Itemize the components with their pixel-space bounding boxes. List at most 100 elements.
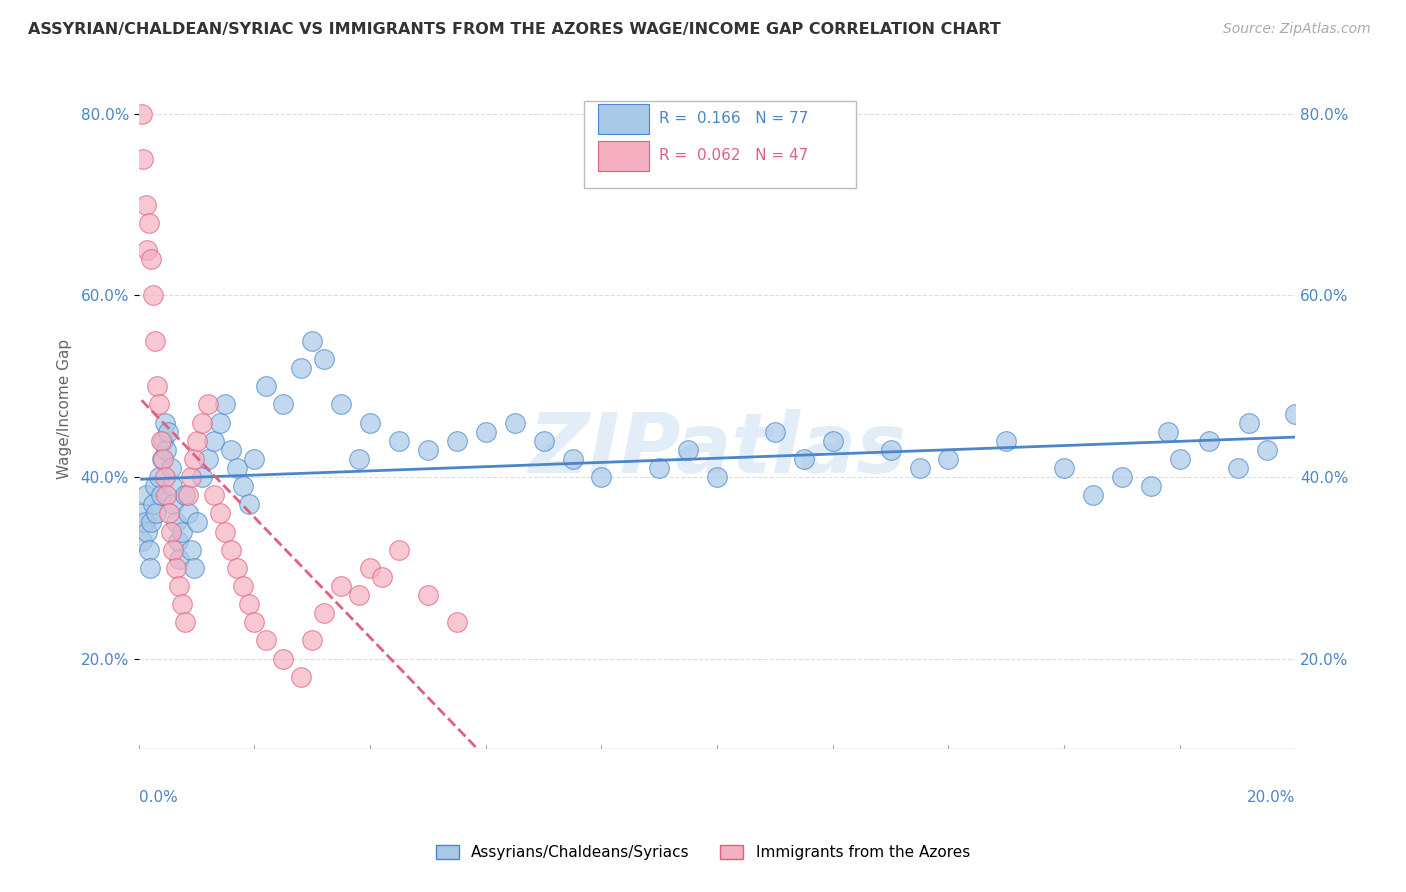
Point [152, 451, 174, 466]
Point [995, 434, 1018, 448]
Point [503, 416, 526, 430]
Point [254, 633, 277, 648]
Point [186, 434, 208, 448]
Point [1157, 425, 1180, 439]
Point [370, 570, 392, 584]
Point [131, 533, 153, 548]
Text: ASSYRIAN/CHALDEAN/SYRIAC VS IMMIGRANTS FROM THE AZORES WAGE/INCOME GAP CORRELATI: ASSYRIAN/CHALDEAN/SYRIAC VS IMMIGRANTS F… [28, 22, 1001, 37]
Point [1256, 442, 1278, 457]
Point [167, 551, 190, 566]
Point [388, 542, 411, 557]
Point [1053, 461, 1076, 475]
Text: R =  0.166   N = 77: R = 0.166 N = 77 [659, 111, 808, 126]
Point [197, 397, 219, 411]
Point [1140, 479, 1163, 493]
Point [132, 153, 155, 167]
Point [219, 542, 242, 557]
Legend: Assyrians/Chaldeans/Syriacs, Immigrants from the Azores: Assyrians/Chaldeans/Syriacs, Immigrants … [430, 839, 976, 866]
Point [648, 461, 671, 475]
Point [141, 516, 163, 530]
FancyBboxPatch shape [583, 101, 856, 187]
Point [152, 434, 174, 448]
Point [273, 651, 295, 665]
Point [136, 243, 159, 257]
Point [183, 561, 205, 575]
Point [474, 425, 496, 439]
Point [174, 615, 197, 630]
Point [202, 488, 225, 502]
Point [134, 516, 156, 530]
Point [172, 597, 194, 611]
Point [183, 451, 205, 466]
Point [202, 434, 225, 448]
Point [162, 479, 184, 493]
Point [165, 561, 187, 575]
Point [167, 533, 190, 548]
Point [174, 488, 197, 502]
Point [1111, 470, 1133, 484]
Point [153, 470, 176, 484]
Point [159, 461, 181, 475]
Point [226, 561, 249, 575]
Y-axis label: Wage/Income Gap: Wage/Income Gap [58, 339, 72, 479]
Point [238, 597, 260, 611]
Point [155, 442, 177, 457]
Point [177, 507, 200, 521]
Point [138, 216, 160, 230]
Point [330, 579, 353, 593]
Point [138, 542, 160, 557]
Text: 20.0%: 20.0% [1247, 790, 1295, 805]
Point [214, 524, 236, 539]
Point [141, 252, 163, 267]
Point [359, 416, 381, 430]
Point [159, 524, 181, 539]
Point [191, 416, 214, 430]
Point [232, 579, 254, 593]
Point [148, 470, 170, 484]
Point [180, 470, 202, 484]
Point [763, 425, 786, 439]
Point [150, 451, 173, 466]
Point [908, 461, 931, 475]
Point [177, 488, 200, 502]
Point [135, 488, 157, 502]
Point [1284, 407, 1306, 421]
Point [219, 442, 242, 457]
Point [149, 434, 172, 448]
Point [142, 497, 165, 511]
Point [793, 451, 815, 466]
Point [254, 379, 277, 393]
Point [561, 451, 583, 466]
Point [157, 507, 180, 521]
Point [139, 561, 162, 575]
Point [591, 470, 613, 484]
Point [145, 507, 167, 521]
Point [446, 434, 468, 448]
Point [155, 488, 177, 502]
FancyBboxPatch shape [598, 141, 648, 170]
Point [232, 479, 254, 493]
Point [1168, 451, 1191, 466]
Point [214, 397, 236, 411]
Point [347, 588, 370, 602]
Point [162, 542, 184, 557]
Point [156, 425, 179, 439]
Point [301, 334, 323, 348]
Point [1081, 488, 1104, 502]
Point [197, 451, 219, 466]
Point [153, 416, 176, 430]
Point [243, 615, 266, 630]
Text: R =  0.062   N = 47: R = 0.062 N = 47 [659, 148, 808, 163]
Point [347, 451, 370, 466]
Point [165, 516, 187, 530]
Point [243, 451, 266, 466]
Point [208, 416, 231, 430]
Point [186, 516, 208, 530]
Point [180, 542, 202, 557]
Point [706, 470, 728, 484]
Point [136, 524, 159, 539]
Point [172, 524, 194, 539]
Text: ZIPatlas: ZIPatlas [529, 409, 905, 491]
Point [132, 507, 155, 521]
Point [238, 497, 260, 511]
